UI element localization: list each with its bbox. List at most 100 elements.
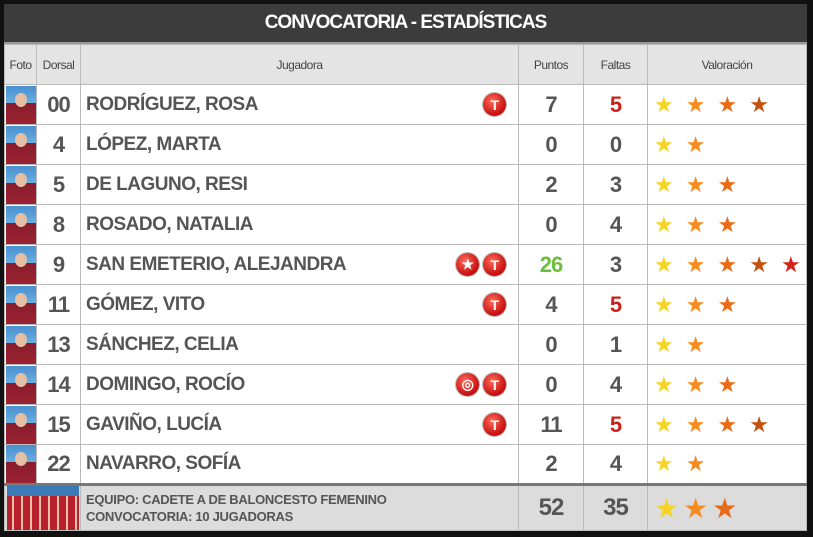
- star-icon: ★: [654, 451, 686, 476]
- player-puntos: 2: [518, 444, 584, 485]
- player-row[interactable]: 15 GAVIÑO, LUCÍA T 11 5 ★★★★: [4, 404, 807, 445]
- star-icon: ★: [685, 171, 718, 197]
- player-row[interactable]: 22 NAVARRO, SOFÍA 2 4 ★★: [4, 444, 807, 485]
- player-photo: [4, 124, 37, 165]
- star-icon: ★: [685, 131, 718, 157]
- player-row[interactable]: 4 LÓPEZ, MARTA 0 0 ★★: [4, 124, 807, 165]
- team-photo: [4, 483, 81, 531]
- star-icon: ★: [654, 331, 686, 357]
- player-rating: ★★★: [647, 164, 807, 205]
- player-row[interactable]: 11 GÓMEZ, VITO T 4 5 ★★★: [4, 284, 807, 325]
- star-icon: ★: [685, 211, 718, 237]
- star-badge-icon: ★: [456, 253, 479, 276]
- stats-table: Foto Dorsal Jugadora Puntos Faltas Valor…: [4, 44, 807, 531]
- player-row[interactable]: 5 DE LAGUNO, RESI 2 3 ★★★: [4, 164, 807, 205]
- player-rating: ★★★: [647, 364, 807, 405]
- star-icon: ★: [781, 252, 806, 277]
- player-dorsal: 13: [36, 324, 81, 365]
- player-photo: [4, 364, 37, 405]
- player-photo: [4, 84, 37, 125]
- player-dorsal: 22: [36, 444, 81, 485]
- player-faltas: 5: [583, 284, 648, 325]
- player-photo: [4, 164, 37, 205]
- player-faltas: 1: [583, 324, 648, 365]
- player-dorsal: 00: [36, 84, 81, 125]
- player-puntos: 11: [518, 404, 584, 445]
- player-row[interactable]: 00 RODRÍGUEZ, ROSA T 7 5 ★★★★: [4, 84, 807, 125]
- player-faltas: 5: [583, 404, 648, 445]
- player-puntos: 4: [518, 284, 584, 325]
- player-photo: [4, 444, 37, 485]
- star-icon: ★: [654, 411, 686, 437]
- player-rating: ★★★★: [647, 84, 807, 125]
- player-puntos: 0: [518, 124, 584, 165]
- header-foto: Foto: [4, 44, 37, 85]
- player-name[interactable]: GAVIÑO, LUCÍA: [86, 413, 222, 435]
- star-icon: ★: [685, 91, 718, 117]
- star-icon: ★: [717, 211, 750, 237]
- star-icon: ★: [654, 251, 686, 277]
- panel-title: CONVOCATORIA - ESTADÍSTICAS: [4, 4, 807, 44]
- player-name[interactable]: SÁNCHEZ, CELIA: [86, 333, 239, 355]
- player-puntos: 2: [518, 164, 584, 205]
- player-puntos: 26: [518, 244, 584, 285]
- star-icon: ★: [685, 291, 718, 317]
- star-icon: ★: [717, 371, 750, 397]
- player-photo: [4, 244, 37, 285]
- star-icon: ★: [654, 91, 686, 117]
- player-faltas: 4: [583, 364, 648, 405]
- player-name[interactable]: SAN EMETERIO, ALEJANDRA: [86, 253, 347, 275]
- player-puntos: 0: [518, 204, 584, 245]
- star-icon: ★: [654, 371, 686, 397]
- star-icon: ★: [685, 371, 718, 397]
- player-name[interactable]: DE LAGUNO, RESI: [86, 173, 248, 195]
- star-icon: ★: [717, 171, 750, 197]
- player-puntos: 7: [518, 84, 584, 125]
- star-icon: ★: [654, 492, 684, 524]
- player-rating: ★★★: [647, 204, 807, 245]
- header-valoracion: Valoración: [647, 44, 807, 85]
- player-puntos: 0: [518, 324, 584, 365]
- player-rating: ★★★★★: [647, 244, 807, 285]
- player-puntos: 0: [518, 364, 584, 405]
- player-row[interactable]: 8 ROSADO, NATALIA 0 4 ★★★: [4, 204, 807, 245]
- team-name: EQUIPO: CADETE A DE BALONCESTO FEMENINO: [86, 492, 387, 507]
- star-icon: ★: [749, 411, 781, 437]
- player-dorsal: 14: [36, 364, 81, 405]
- player-name[interactable]: GÓMEZ, VITO: [86, 293, 205, 315]
- star-icon: ★: [685, 411, 718, 437]
- star-icon: ★: [749, 251, 781, 277]
- player-row[interactable]: 13 SÁNCHEZ, CELIA 0 1 ★★: [4, 324, 807, 365]
- player-rating: ★★: [647, 124, 807, 165]
- star-icon: ★: [717, 91, 750, 117]
- player-name[interactable]: RODRÍGUEZ, ROSA: [86, 93, 258, 115]
- star-icon: ★: [685, 251, 718, 277]
- total-faltas: 35: [583, 483, 648, 531]
- player-dorsal: 11: [36, 284, 81, 325]
- player-dorsal: 5: [36, 164, 81, 205]
- player-rating: ★★★★: [647, 404, 807, 445]
- player-faltas: 0: [583, 124, 648, 165]
- player-row[interactable]: 14 DOMINGO, ROCÍO ◎ T 0 4 ★★★: [4, 364, 807, 405]
- header-faltas: Faltas: [583, 44, 648, 85]
- star-icon: ★: [654, 171, 686, 197]
- star-icon: ★: [685, 451, 718, 476]
- team-rating: ★★★: [647, 483, 807, 531]
- player-faltas: 4: [583, 204, 648, 245]
- player-name[interactable]: ROSADO, NATALIA: [86, 213, 254, 235]
- star-icon: ★: [685, 331, 718, 357]
- star-icon: ★: [717, 251, 750, 277]
- player-name[interactable]: DOMINGO, ROCÍO: [86, 373, 245, 395]
- player-dorsal: 9: [36, 244, 81, 285]
- target-badge-icon: ◎: [456, 373, 479, 396]
- player-photo: [4, 404, 37, 445]
- player-name[interactable]: NAVARRO, SOFÍA: [86, 453, 241, 474]
- starter-badge-icon: T: [483, 373, 506, 396]
- player-photo: [4, 324, 37, 365]
- player-name[interactable]: LÓPEZ, MARTA: [86, 133, 222, 155]
- header-puntos: Puntos: [518, 44, 584, 85]
- player-row[interactable]: 9 SAN EMETERIO, ALEJANDRA★T 26 3 ★★★★★: [4, 244, 807, 285]
- player-dorsal: 8: [36, 204, 81, 245]
- total-puntos: 52: [518, 483, 584, 531]
- starter-badge-icon: T: [483, 293, 506, 316]
